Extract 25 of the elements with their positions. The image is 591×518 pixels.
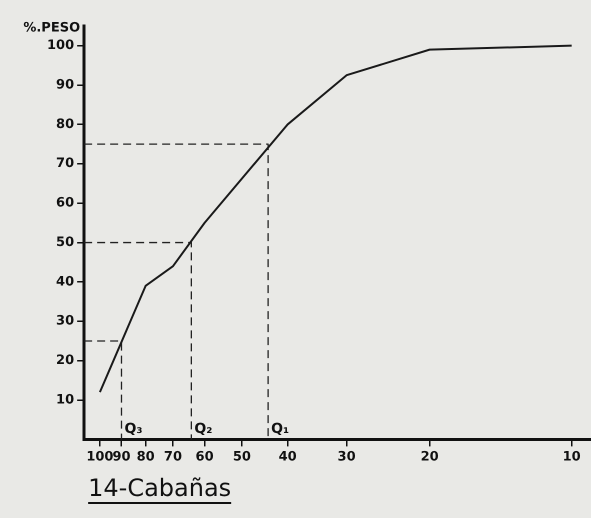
x-tick-label: 10: [562, 450, 581, 465]
annotation: Q₃: [124, 421, 143, 438]
y-tick-label: 80: [56, 116, 74, 132]
y-tick-label: 60: [56, 196, 74, 211]
x-tick-label: 90: [112, 450, 131, 465]
x-tick-label: 30: [338, 450, 356, 465]
y-tick-label: 40: [56, 274, 74, 290]
x-tick-label: 70: [164, 450, 182, 465]
y-tick-label: 90: [56, 77, 74, 92]
y-tick-label: 100: [46, 38, 74, 54]
annotation: Q₂: [194, 421, 212, 438]
x-tick-label: 80: [136, 450, 155, 465]
y-tick-label: 70: [56, 156, 74, 172]
x-tick-label: 60: [196, 450, 214, 465]
x-tick-label: 50: [232, 450, 251, 465]
y-tick-label: 50: [56, 234, 74, 250]
y-axis-title: %.PESO: [23, 20, 80, 36]
text: 14-Cabañas: [88, 474, 232, 502]
y-tick-label: 20: [56, 353, 74, 368]
annotation: Q₁: [271, 421, 290, 438]
x-tick-label: 20: [420, 450, 439, 465]
x-tick-label: 40: [278, 450, 297, 465]
x-tick-label: 100: [86, 450, 114, 465]
y-tick-label: 30: [56, 314, 74, 329]
y-tick-label: 10: [56, 392, 74, 408]
